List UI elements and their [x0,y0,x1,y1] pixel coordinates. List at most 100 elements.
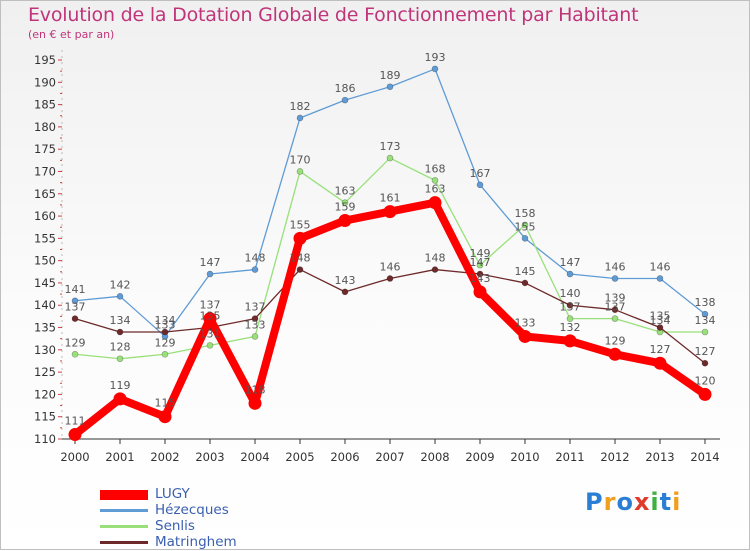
data-label-lugy: 118 [245,383,266,396]
data-point-hzecques [251,266,259,273]
y-tick-label: 120 [34,387,56,401]
data-point-hzecques [431,65,439,73]
data-point-senlis [251,333,259,340]
logo-letter: r [603,488,617,516]
data-label-matringhem: 140 [560,287,581,300]
x-tick-label: 2014 [690,450,719,464]
data-point-senlis [206,342,214,349]
data-point-lugy [608,347,622,361]
data-label-hzecques: 147 [560,256,581,269]
data-label-hzecques: 186 [335,82,356,95]
data-label-lugy: 159 [335,201,356,214]
data-point-matringhem [386,275,394,282]
x-tick-label: 2013 [645,450,674,464]
y-tick-label: 180 [34,120,56,134]
data-label-lugy: 129 [605,334,626,347]
y-tick-label: 170 [34,164,56,178]
x-tick-label: 2012 [600,450,629,464]
data-label-matringhem: 145 [515,265,536,278]
data-label-matringhem: 137 [65,301,86,314]
data-label-matringhem: 148 [290,252,311,265]
data-label-hzecques: 146 [650,260,671,273]
data-point-hzecques [566,270,574,278]
logo-letter: i [650,488,660,516]
data-label-lugy: 115 [155,397,176,410]
legend-swatch-lugy [100,490,148,500]
data-point-matringhem [341,288,349,296]
data-point-lugy [383,205,397,219]
data-label-senlis: 134 [650,314,671,327]
data-label-lugy: 143 [470,272,491,285]
data-label-matringhem: 135 [650,310,671,323]
data-point-hzecques [701,310,709,318]
data-point-matringhem [71,315,79,322]
x-tick-label: 2006 [330,450,359,464]
data-label-senlis: 129 [155,336,176,349]
legend-item-matringhem: Matringhem [100,534,300,551]
y-tick-label: 130 [34,343,56,357]
y-tick-label: 195 [34,53,56,67]
data-label-lugy: 161 [380,192,401,205]
data-label-lugy: 163 [425,183,446,196]
data-point-lugy [113,392,127,406]
x-tick-label: 2003 [195,450,224,464]
legend-label-senlis: Senlis [155,518,195,534]
y-tick-label: 190 [34,75,56,89]
data-label-matringhem: 139 [605,292,626,305]
logo-letter: x [633,488,651,516]
data-label-senlis: 134 [695,314,716,327]
data-label-lugy: 111 [65,415,86,428]
legend-swatch-matringhem [100,541,148,544]
y-tick-label: 140 [34,298,56,312]
data-label-hzecques: 138 [695,296,716,309]
data-label-senlis: 137 [560,301,581,314]
data-point-lugy [338,214,352,228]
legend-item-hezecques: Hézecques [100,502,300,519]
data-label-matringhem: 146 [380,260,401,273]
data-label-lugy: 133 [515,316,536,329]
x-tick-label: 2000 [60,450,89,464]
data-point-hzecques [296,114,304,122]
data-point-matringhem [251,315,259,322]
data-point-lugy [653,356,667,370]
data-point-hzecques [656,275,664,282]
data-point-hzecques [611,275,619,282]
data-point-matringhem [701,359,709,367]
data-label-matringhem: 127 [695,345,716,358]
legend-label-hezecques: Hézecques [155,502,229,518]
data-label-hzecques: 133 [155,318,176,331]
data-label-hzecques: 189 [380,69,401,82]
y-tick-label: 145 [34,276,56,290]
data-label-senlis: 137 [605,301,626,314]
data-point-matringhem [521,279,529,287]
data-label-senlis: 158 [515,207,536,220]
data-label-lugy: 137 [200,299,221,312]
data-label-hzecques: 148 [245,252,266,265]
data-label-matringhem: 134 [155,314,176,327]
data-point-hzecques [521,235,529,242]
data-point-matringhem [161,328,169,336]
data-label-lugy: 132 [560,321,581,334]
data-label-hzecques: 142 [110,278,131,291]
data-label-senlis: 149 [470,247,491,260]
data-label-lugy: 120 [695,374,716,387]
y-tick-label: 155 [34,231,56,245]
data-label-senlis: 168 [425,162,446,175]
data-point-hzecques [341,96,349,104]
data-point-matringhem [656,324,664,331]
data-point-senlis [386,154,394,162]
data-label-hzecques: 155 [515,220,536,233]
legend-item-senlis: Senlis [100,518,300,535]
data-point-senlis [611,315,619,322]
data-label-matringhem: 134 [110,314,131,327]
data-point-hzecques [116,293,124,300]
data-labels-layer: 141 142 133 147 148 182 186 189 193 167 155 147 146 1… [65,51,716,428]
y-tick-label: 185 [34,98,56,112]
data-label-matringhem: 147 [470,256,491,269]
data-point-senlis [431,177,439,184]
data-point-senlis [566,315,574,322]
axes: 1101151201251301351401451501551601651701… [34,50,720,464]
data-point-lugy [563,334,577,348]
x-tick-label: 2010 [510,450,539,464]
